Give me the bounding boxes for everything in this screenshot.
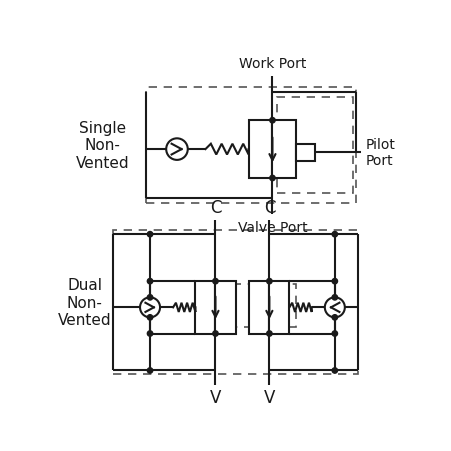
Bar bbox=[269, 281, 289, 334]
Text: Single
Non-
Vented: Single Non- Vented bbox=[75, 121, 129, 170]
Text: V: V bbox=[263, 388, 275, 406]
Bar bbox=[248, 121, 272, 179]
Bar bbox=[213, 285, 295, 327]
Text: V: V bbox=[209, 388, 221, 406]
Circle shape bbox=[147, 315, 152, 320]
Circle shape bbox=[269, 176, 275, 181]
Circle shape bbox=[331, 295, 337, 300]
Circle shape bbox=[147, 368, 152, 373]
Circle shape bbox=[140, 298, 160, 318]
Circle shape bbox=[331, 279, 337, 284]
Text: C: C bbox=[209, 199, 221, 217]
Circle shape bbox=[266, 279, 272, 284]
Text: C: C bbox=[263, 199, 275, 217]
Bar bbox=[215, 281, 235, 334]
Text: Work Port: Work Port bbox=[238, 57, 305, 71]
Bar bbox=[296, 144, 314, 161]
Bar bbox=[276, 98, 352, 194]
Circle shape bbox=[324, 298, 344, 318]
Circle shape bbox=[212, 279, 218, 284]
Bar bbox=[272, 121, 296, 179]
Text: Pilot
Port: Pilot Port bbox=[365, 138, 395, 168]
Circle shape bbox=[147, 232, 152, 237]
Text: Dual
Non-
Vented: Dual Non- Vented bbox=[58, 278, 111, 327]
Bar bbox=[249, 281, 269, 334]
Bar bbox=[146, 88, 355, 203]
Text: Valve Port: Valve Port bbox=[237, 220, 307, 234]
Circle shape bbox=[331, 368, 337, 373]
Bar bbox=[113, 231, 357, 374]
Circle shape bbox=[212, 331, 218, 336]
Circle shape bbox=[266, 331, 272, 336]
Bar bbox=[195, 281, 215, 334]
Circle shape bbox=[147, 279, 152, 284]
Circle shape bbox=[331, 331, 337, 336]
Circle shape bbox=[269, 118, 275, 124]
Circle shape bbox=[147, 331, 152, 336]
Circle shape bbox=[331, 232, 337, 237]
Circle shape bbox=[147, 295, 152, 300]
Circle shape bbox=[331, 315, 337, 320]
Circle shape bbox=[166, 139, 187, 161]
